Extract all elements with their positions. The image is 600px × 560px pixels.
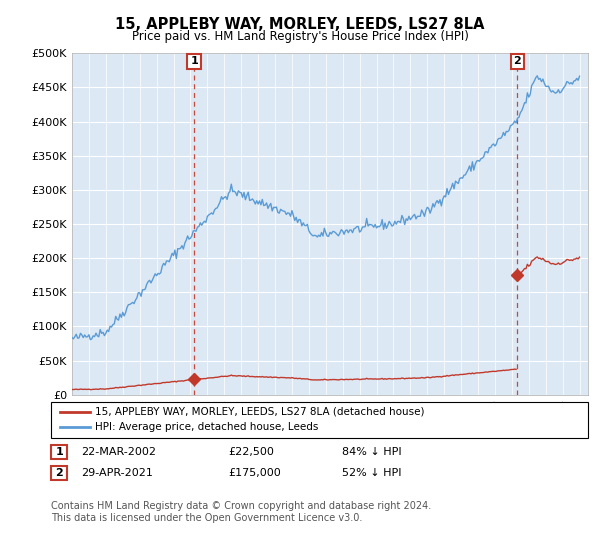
Text: 1: 1 [190, 57, 198, 67]
Text: 84% ↓ HPI: 84% ↓ HPI [342, 447, 401, 457]
Text: 15, APPLEBY WAY, MORLEY, LEEDS, LS27 8LA (detached house): 15, APPLEBY WAY, MORLEY, LEEDS, LS27 8LA… [95, 407, 424, 417]
Text: HPI: Average price, detached house, Leeds: HPI: Average price, detached house, Leed… [95, 422, 318, 432]
Text: 2: 2 [55, 468, 63, 478]
Text: £175,000: £175,000 [228, 468, 281, 478]
Text: 29-APR-2021: 29-APR-2021 [81, 468, 153, 478]
Text: 52% ↓ HPI: 52% ↓ HPI [342, 468, 401, 478]
Text: 1: 1 [55, 447, 63, 457]
Text: £22,500: £22,500 [228, 447, 274, 457]
Text: 2: 2 [514, 57, 521, 67]
Text: 15, APPLEBY WAY, MORLEY, LEEDS, LS27 8LA: 15, APPLEBY WAY, MORLEY, LEEDS, LS27 8LA [115, 17, 485, 32]
Text: Price paid vs. HM Land Registry's House Price Index (HPI): Price paid vs. HM Land Registry's House … [131, 30, 469, 43]
Text: Contains HM Land Registry data © Crown copyright and database right 2024.
This d: Contains HM Land Registry data © Crown c… [51, 501, 431, 523]
Text: 22-MAR-2002: 22-MAR-2002 [81, 447, 156, 457]
